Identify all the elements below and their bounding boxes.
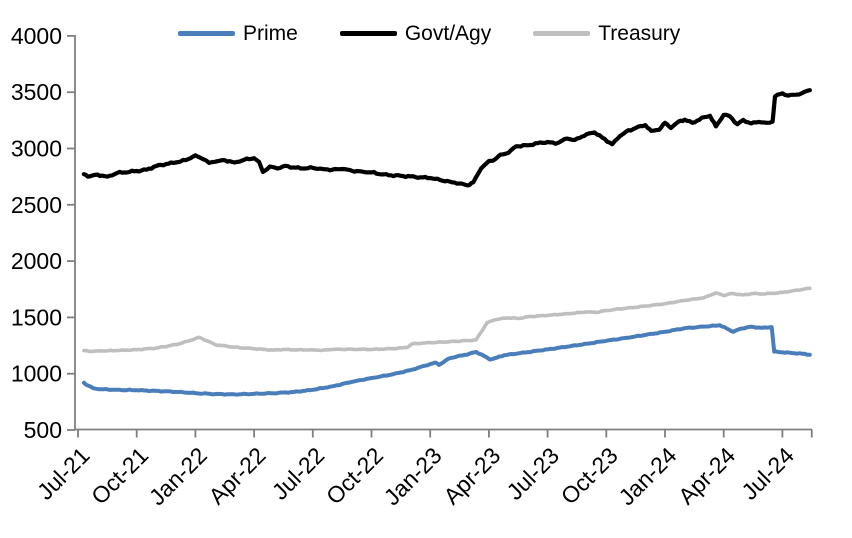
legend-swatch-treasury-icon [533, 31, 591, 36]
series-line-prime [81, 323, 812, 397]
x-axis-tick-label: Jan-23 [379, 442, 447, 510]
y-axis-tick-label: 3000 [11, 136, 62, 162]
x-axis-tick-label: Jul-24 [736, 442, 799, 505]
series-line-treasury [82, 286, 812, 354]
y-axis-tick-label: 4000 [11, 23, 62, 49]
x-axis-tick-label: Jan-22 [144, 442, 212, 510]
x-axis-tick-label: Apr-24 [673, 442, 740, 509]
y-axis-tick-label: 2000 [11, 248, 62, 274]
y-axis-tick-label: 500 [24, 417, 62, 443]
x-axis-tick-label: Jan-24 [613, 442, 681, 510]
y-axis-tick-label: 1000 [11, 361, 62, 387]
y-axis-tick-label: 1500 [11, 304, 62, 330]
y-axis-tick-label: 3500 [11, 79, 62, 105]
axis-line [74, 35, 812, 431]
x-axis-tick-label: Apr-22 [203, 442, 270, 509]
legend-item-prime: Prime [178, 20, 298, 47]
x-axis-tick-label: Jul-21 [32, 442, 95, 505]
chart-legend: Prime Govt/Agy Treasury [178, 20, 680, 47]
legend-label-treasury: Treasury [598, 22, 681, 45]
legend-swatch-prime-icon [178, 31, 235, 36]
legend-item-treasury: Treasury [533, 20, 680, 47]
legend-label-prime: Prime [243, 22, 298, 45]
x-axis-tick-label: Apr-23 [438, 442, 505, 509]
x-axis-tick-label: Oct-21 [86, 442, 153, 509]
x-axis-tick-label: Oct-23 [556, 442, 623, 509]
x-axis-tick-label: Oct-22 [321, 442, 388, 509]
x-axis-tick-label: Jul-22 [267, 442, 330, 505]
series-line-govt-agy [81, 88, 812, 188]
legend-swatch-govt-agy-icon [339, 31, 397, 36]
y-axis-tick-label: 2500 [11, 192, 62, 218]
legend-item-govt-agy: Govt/Agy [339, 20, 492, 47]
legend-label-govt-agy: Govt/Agy [404, 22, 492, 45]
x-axis-tick-label: Jul-23 [501, 442, 564, 505]
